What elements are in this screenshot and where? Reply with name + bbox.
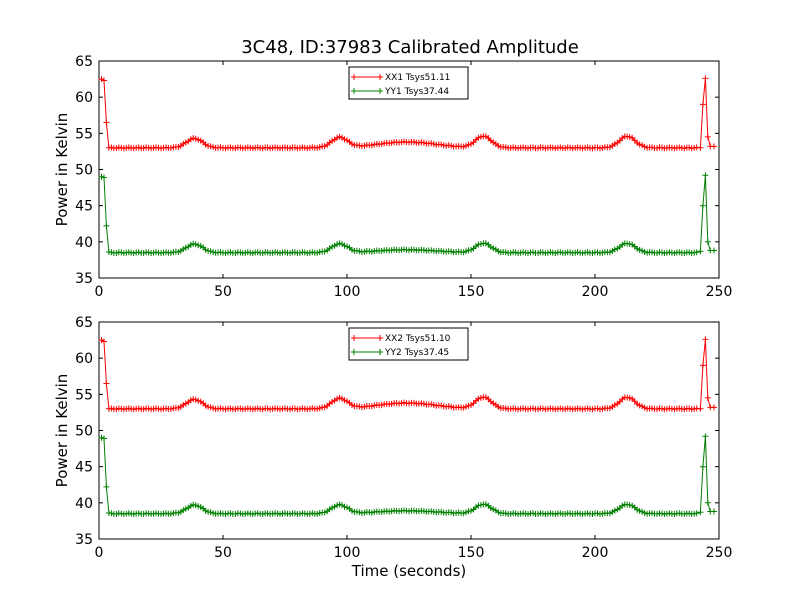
legend-marker bbox=[351, 88, 357, 94]
data-point bbox=[101, 174, 107, 181]
data-point bbox=[704, 499, 711, 506]
legend-label: YY1 Tsys37.44 bbox=[384, 87, 449, 97]
y-tick-label: 50 bbox=[75, 163, 93, 179]
data-point bbox=[103, 222, 110, 229]
data-point bbox=[711, 404, 717, 411]
y-tick-label: 45 bbox=[75, 199, 93, 215]
data-point bbox=[711, 247, 717, 254]
data-point bbox=[103, 119, 110, 126]
legend-box bbox=[348, 327, 469, 361]
data-point bbox=[704, 394, 711, 401]
x-tick-label: 100 bbox=[334, 545, 361, 561]
data-point bbox=[101, 435, 107, 442]
data-point bbox=[103, 483, 110, 490]
data-point bbox=[697, 509, 704, 516]
data-point bbox=[711, 508, 717, 515]
legend: XX2 Tsys51.10 YY2 Tsys37.45 bbox=[348, 327, 469, 361]
legend-box bbox=[348, 66, 469, 100]
data-point bbox=[699, 202, 706, 209]
x-tick-label: 50 bbox=[214, 284, 232, 300]
legend-label: YY2 Tsys37.45 bbox=[384, 348, 449, 358]
data-point bbox=[699, 101, 706, 108]
x-tick-label: 0 bbox=[95, 284, 104, 300]
data-point bbox=[702, 336, 709, 343]
x-tick-label: 150 bbox=[458, 284, 485, 300]
y-tick-label: 45 bbox=[75, 460, 93, 476]
data-point bbox=[699, 463, 706, 470]
legend-marker bbox=[377, 88, 383, 94]
x-tick-label: 250 bbox=[706, 284, 733, 300]
data-point bbox=[699, 362, 706, 369]
data-point bbox=[704, 133, 711, 140]
x-axis-label: Time (seconds) bbox=[351, 562, 467, 580]
legend-marker bbox=[377, 349, 383, 355]
legend-marker bbox=[351, 335, 357, 341]
data-point bbox=[693, 510, 700, 517]
data-point bbox=[704, 238, 711, 245]
data-point bbox=[702, 433, 709, 440]
x-tick-label: 250 bbox=[706, 545, 733, 561]
legend-marker bbox=[377, 335, 383, 341]
data-point bbox=[101, 77, 107, 84]
series-xx bbox=[98, 75, 717, 152]
legend-label: XX2 Tsys51.10 bbox=[385, 334, 451, 344]
y-tick-label: 60 bbox=[75, 90, 93, 106]
legend: XX1 Tsys51.11 YY1 Tsys37.44 bbox=[348, 66, 469, 100]
data-point bbox=[697, 144, 704, 151]
y-tick-label: 65 bbox=[75, 315, 93, 331]
x-tick-label: 50 bbox=[214, 545, 232, 561]
x-tick-label: 100 bbox=[334, 284, 361, 300]
y-tick-label: 40 bbox=[75, 235, 93, 251]
y-tick-label: 65 bbox=[75, 54, 93, 70]
y-tick-label: 55 bbox=[75, 126, 93, 142]
series-yy bbox=[98, 433, 717, 518]
series-yy bbox=[98, 172, 717, 257]
legend-marker bbox=[351, 74, 357, 80]
x-tick-label: 200 bbox=[582, 545, 609, 561]
x-tick-label: 0 bbox=[95, 545, 104, 561]
y-tick-label: 50 bbox=[75, 424, 93, 440]
x-tick-label: 150 bbox=[458, 545, 485, 561]
y-tick-label: 35 bbox=[75, 532, 93, 548]
y-axis-label: Power in Kelvin bbox=[53, 113, 71, 227]
legend-marker bbox=[377, 74, 383, 80]
series-xx bbox=[98, 336, 717, 413]
data-point bbox=[711, 143, 717, 150]
legend-label: XX1 Tsys51.11 bbox=[385, 73, 450, 83]
y-tick-label: 55 bbox=[75, 387, 93, 403]
data-point bbox=[697, 405, 704, 412]
data-point bbox=[697, 248, 704, 255]
y-tick-label: 40 bbox=[75, 496, 93, 512]
x-tick-label: 200 bbox=[582, 284, 609, 300]
data-point bbox=[101, 338, 107, 345]
y-tick-label: 60 bbox=[75, 351, 93, 367]
bottom-panel: 0 50 100 150 200 250 35 40 45 50 55 60 65 Power in Ke… bbox=[53, 315, 732, 580]
data-point bbox=[702, 75, 709, 82]
data-point bbox=[103, 380, 110, 387]
top-panel: 0 50 100 150 200 250 35 40 45 50 55 60 65 Power in Ke… bbox=[53, 54, 732, 300]
chart-title: 3C48, ID:37983 Calibrated Amplitude bbox=[241, 37, 579, 58]
data-point bbox=[693, 249, 700, 256]
y-tick-label: 35 bbox=[75, 271, 93, 287]
legend-marker bbox=[351, 349, 357, 355]
data-point bbox=[702, 172, 709, 179]
y-axis-label: Power in Kelvin bbox=[53, 374, 71, 488]
